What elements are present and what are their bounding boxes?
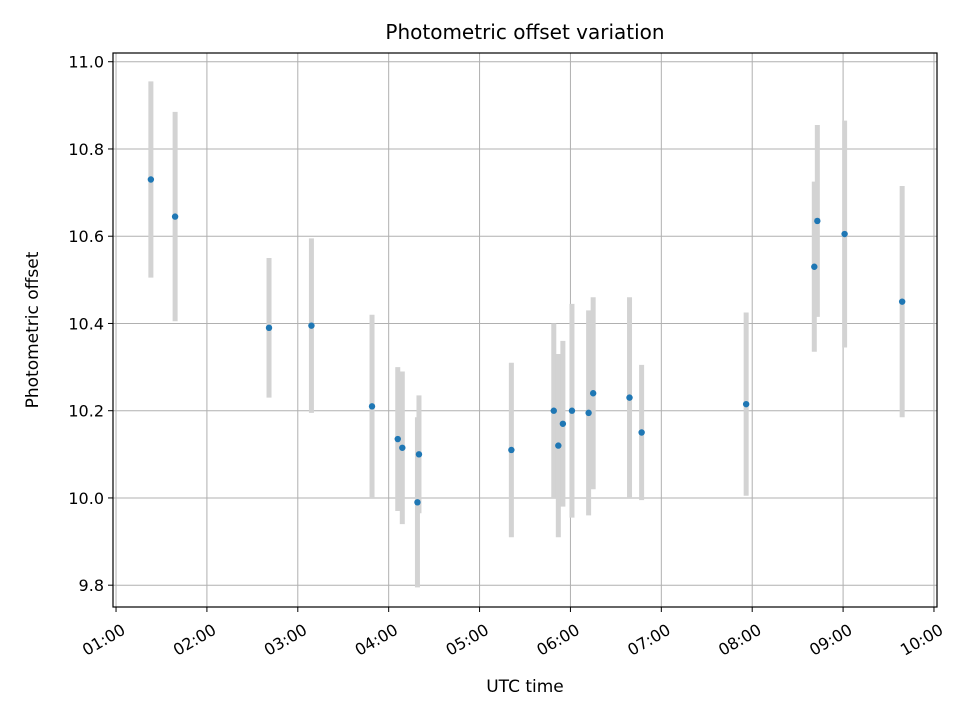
x-tick-label: 07:00 — [624, 620, 673, 660]
plot-frame — [112, 52, 938, 608]
data-point — [585, 409, 592, 417]
x-tick-label: 06:00 — [533, 620, 582, 660]
x-tick-label: 02:00 — [170, 620, 219, 660]
y-tick-label: 10.6 — [68, 227, 104, 246]
data-point — [559, 420, 567, 427]
data-point — [550, 407, 557, 414]
data-point — [626, 394, 633, 401]
data-point — [568, 407, 576, 414]
data-point — [147, 176, 155, 183]
y-tick-label: 10.8 — [68, 140, 104, 159]
x-tick-label: 03:00 — [261, 620, 310, 660]
data-point — [308, 322, 315, 329]
x-axis-label: UTC time — [486, 677, 564, 697]
data-point — [171, 213, 179, 220]
data-point — [399, 444, 406, 451]
data-point — [508, 446, 515, 454]
data-point — [415, 451, 423, 458]
data-points — [147, 176, 906, 506]
x-tick-label: 04:00 — [352, 620, 401, 660]
y-tick-label: 10.2 — [68, 402, 104, 421]
y-axis: 9.8 10.0 10.2 10.4 10.6 10.8 11.0 — [68, 53, 113, 595]
data-point — [898, 298, 906, 305]
data-point — [811, 263, 818, 270]
x-tick-label: 05:00 — [443, 620, 492, 660]
data-point — [368, 403, 376, 410]
y-tick-label: 10.0 — [68, 489, 104, 508]
x-axis: 01:00 02:00 03:00 04:00 05:00 06:00 07:00 08:00… — [79, 607, 946, 660]
chart-title: Photometric offset variation — [385, 20, 664, 44]
errorbars — [148, 81, 905, 588]
x-tick-label: 01:00 — [79, 620, 128, 660]
data-point — [814, 217, 821, 225]
y-tick-label: 10.4 — [68, 314, 104, 333]
x-tick-label: 08:00 — [715, 620, 764, 660]
data-point — [394, 435, 401, 443]
x-tick-label: 09:00 — [806, 620, 855, 660]
x-tick-label: 10:00 — [897, 620, 946, 660]
data-point — [589, 390, 597, 397]
y-axis-label: Photometric offset — [23, 251, 43, 408]
y-tick-label: 9.8 — [79, 576, 104, 595]
data-point — [638, 429, 645, 436]
data-point — [841, 230, 848, 238]
data-point — [742, 400, 750, 408]
y-tick-label: 11.0 — [68, 53, 104, 72]
data-point — [414, 499, 421, 506]
data-point — [265, 324, 273, 332]
data-point — [555, 442, 562, 449]
